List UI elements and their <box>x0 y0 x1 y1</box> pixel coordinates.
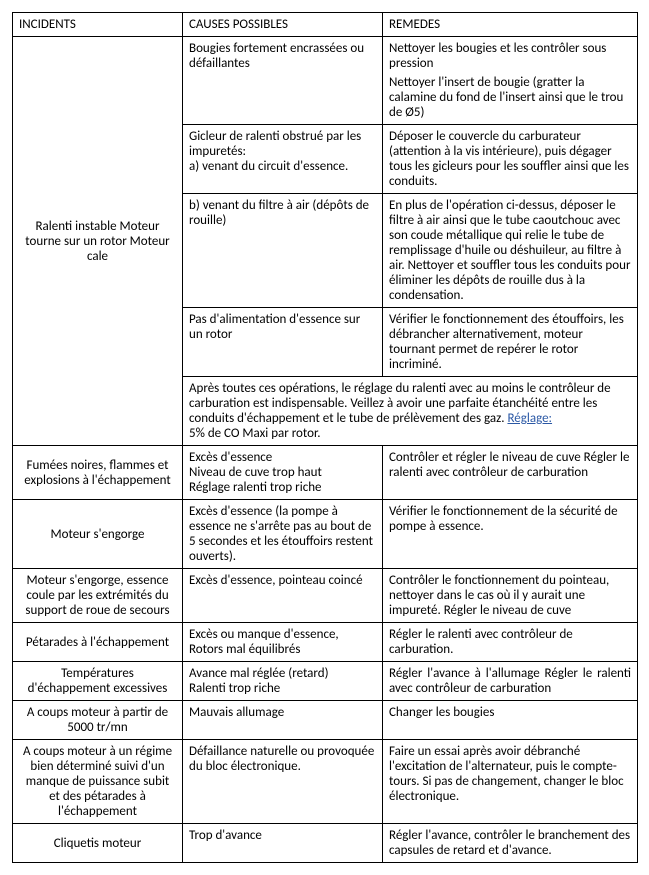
remedy-cell: Déposer le couvercle du carburateur (att… <box>383 125 638 194</box>
remedy-text: Nettoyer les bougies et les contrôler so… <box>389 41 631 71</box>
table-row: A coups moteur à un régime bien détermin… <box>13 740 638 824</box>
incident-label: A coups moteur à un régime bien détermin… <box>13 740 183 824</box>
cause-cell: Gicleur de ralenti obstrué par les impur… <box>183 125 383 194</box>
table-header-row: INCIDENTS CAUSES POSSIBLES REMEDES <box>13 13 638 37</box>
incident-label: Pétarades à l'échappement <box>13 623 183 662</box>
remedy-cell: En plus de l'opération ci-dessus, dépose… <box>383 194 638 308</box>
remedy-cell: Régler l'avance, contrôler le branchemen… <box>383 824 638 863</box>
cause-cell: Excès d'essence Niveau de cuve trop haut… <box>183 446 383 500</box>
incident-label: Fumées noires, flammes et explosions à l… <box>13 446 183 500</box>
cause-cell: Excès d'essence, pointeau coincé <box>183 569 383 623</box>
table-row: Moteur s'engorge Excès d'essence (la pom… <box>13 500 638 569</box>
note-link[interactable]: Réglage: <box>507 411 552 426</box>
cause-cell: b) venant du filtre à air (dépôts de rou… <box>183 194 383 308</box>
cause-cell: Défaillance naturelle ou provoquée du bl… <box>183 740 383 824</box>
remedy-cell: Régler le ralenti avec contrôleur de car… <box>383 623 638 662</box>
incident-label: Ralenti instable Moteur tourne sur un ro… <box>13 37 183 446</box>
header-causes: CAUSES POSSIBLES <box>183 13 383 37</box>
note-cell: Après toutes ces opérations, le réglage … <box>183 377 638 446</box>
table-row: Ralenti instable Moteur tourne sur un ro… <box>13 37 638 125</box>
remedy-cell: Vérifier le fonctionnement des étouffoir… <box>383 308 638 377</box>
remedy-cell: Nettoyer les bougies et les contrôler so… <box>383 37 638 125</box>
cause-cell: Trop d'avance <box>183 824 383 863</box>
cause-cell: Pas d'alimentation d'essence sur un roto… <box>183 308 383 377</box>
table-row: Moteur s'engorge, essence coule par les … <box>13 569 638 623</box>
incident-label: Températures d'échappement excessives <box>13 662 183 701</box>
remedy-cell: Vérifier le fonctionnement de la sécurit… <box>383 500 638 569</box>
cause-cell: Excès ou manque d'essence, Rotors mal éq… <box>183 623 383 662</box>
incident-label: Cliquetis moteur <box>13 824 183 863</box>
header-remedes: REMEDES <box>383 13 638 37</box>
remedy-text: Nettoyer l'insert de bougie (gratter la … <box>389 75 631 120</box>
header-incidents: INCIDENTS <box>13 13 183 37</box>
cause-cell: Excès d'essence (la pompe à essence ne s… <box>183 500 383 569</box>
remedy-cell: Changer les bougies <box>383 701 638 740</box>
table-row: Fumées noires, flammes et explosions à l… <box>13 446 638 500</box>
note-text-post: 5% de CO Maxi par rotor. <box>189 426 321 441</box>
cause-cell: Avance mal réglée (retard) Ralenti trop … <box>183 662 383 701</box>
cause-cell: Mauvais allumage <box>183 701 383 740</box>
troubleshooting-table: INCIDENTS CAUSES POSSIBLES REMEDES Ralen… <box>12 12 638 863</box>
table-row: Pétarades à l'échappement Excès ou manqu… <box>13 623 638 662</box>
table-row: Températures d'échappement excessives Av… <box>13 662 638 701</box>
incident-label: Moteur s'engorge <box>13 500 183 569</box>
remedy-cell: Contrôler le fonctionnement du pointeau,… <box>383 569 638 623</box>
incident-label: A coups moteur à partir de 5000 tr/mn <box>13 701 183 740</box>
incident-label: Moteur s'engorge, essence coule par les … <box>13 569 183 623</box>
table-row: Cliquetis moteur Trop d'avance Régler l'… <box>13 824 638 863</box>
remedy-cell: Régler l'avance à l'allumage Régler le r… <box>383 662 638 701</box>
remedy-cell: Contrôler et régler le niveau de cuve Ré… <box>383 446 638 500</box>
remedy-cell: Faire un essai après avoir débranché l'e… <box>383 740 638 824</box>
table-row: A coups moteur à partir de 5000 tr/mn Ma… <box>13 701 638 740</box>
cause-cell: Bougies fortement encrassées ou défailla… <box>183 37 383 125</box>
